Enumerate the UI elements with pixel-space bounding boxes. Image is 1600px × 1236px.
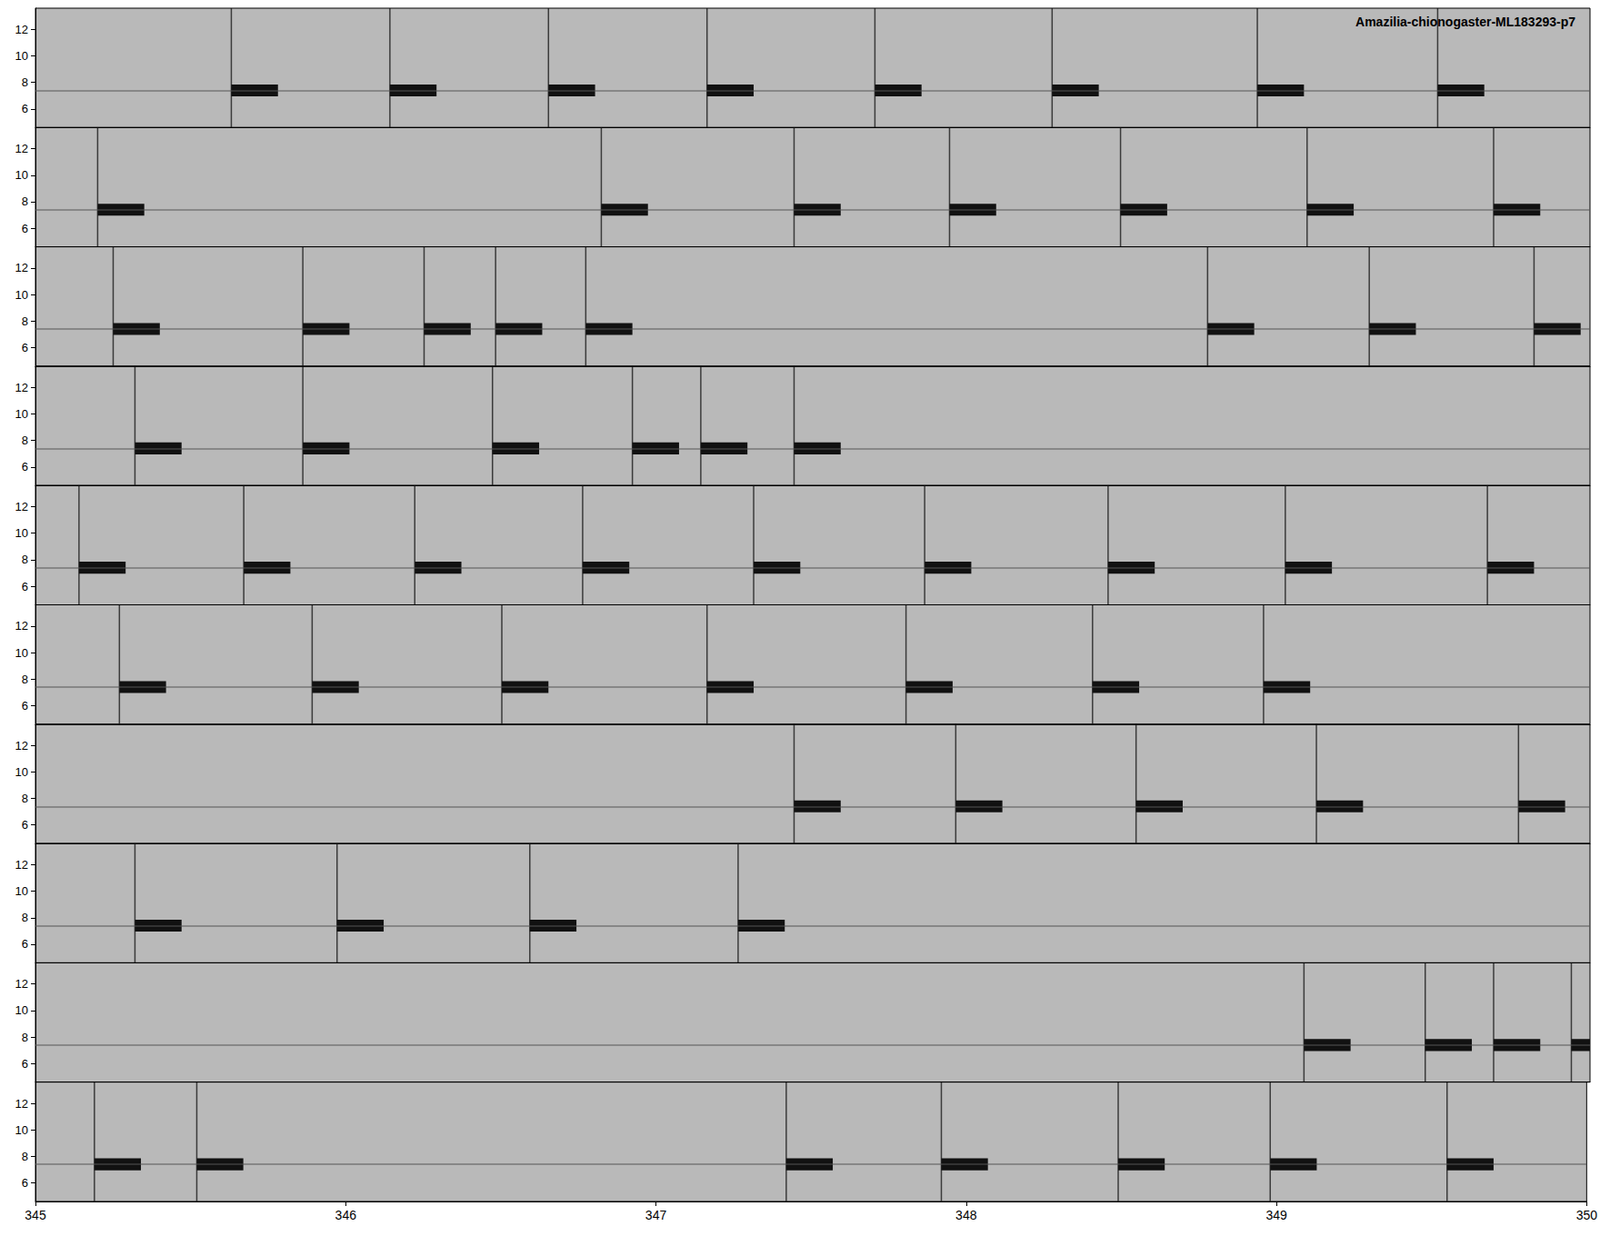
svg-text:10: 10 [15, 49, 29, 63]
svg-text:12: 12 [15, 500, 29, 514]
svg-text:8: 8 [21, 672, 29, 687]
svg-text:349: 349 [1265, 1208, 1288, 1223]
svg-text:10: 10 [15, 765, 29, 780]
svg-text:10: 10 [15, 646, 29, 660]
svg-text:12: 12 [15, 619, 29, 633]
svg-text:345: 345 [24, 1208, 47, 1223]
svg-text:6: 6 [21, 101, 29, 116]
svg-text:6: 6 [21, 1176, 29, 1190]
svg-text:8: 8 [21, 433, 29, 448]
svg-text:6: 6 [21, 699, 29, 713]
svg-text:346: 346 [335, 1208, 358, 1223]
svg-text:12: 12 [15, 380, 29, 395]
svg-text:12: 12 [15, 977, 29, 991]
svg-text:350: 350 [1576, 1208, 1599, 1223]
svg-text:10: 10 [15, 168, 29, 182]
svg-text:348: 348 [955, 1208, 978, 1223]
svg-text:10: 10 [15, 407, 29, 421]
svg-text:10: 10 [15, 884, 29, 899]
svg-text:12: 12 [15, 739, 29, 753]
svg-text:8: 8 [21, 1150, 29, 1164]
svg-text:8: 8 [21, 791, 29, 806]
svg-text:10: 10 [15, 1003, 29, 1018]
svg-text:8: 8 [21, 1030, 29, 1045]
svg-text:8: 8 [21, 910, 29, 925]
svg-text:10: 10 [15, 526, 29, 540]
svg-text:6: 6 [21, 1057, 29, 1071]
svg-text:8: 8 [21, 75, 29, 90]
svg-text:8: 8 [21, 314, 29, 329]
svg-text:12: 12 [15, 22, 29, 37]
svg-text:12: 12 [15, 858, 29, 872]
svg-text:8: 8 [21, 194, 29, 209]
svg-text:6: 6 [21, 340, 29, 355]
svg-text:6: 6 [21, 580, 29, 594]
svg-text:10: 10 [15, 288, 29, 302]
svg-text:12: 12 [15, 1097, 29, 1111]
svg-text:6: 6 [21, 460, 29, 474]
svg-text:12: 12 [15, 260, 29, 275]
svg-text:6: 6 [21, 818, 29, 832]
svg-text:8: 8 [21, 552, 29, 567]
svg-text:12: 12 [15, 141, 29, 156]
svg-text:347: 347 [645, 1208, 668, 1223]
svg-text:6: 6 [21, 221, 29, 236]
svg-text:Amazilia-chionogaster-ML183293: Amazilia-chionogaster-ML183293-p7 [1355, 14, 1576, 30]
svg-text:10: 10 [15, 1123, 29, 1138]
svg-text:6: 6 [21, 937, 29, 951]
